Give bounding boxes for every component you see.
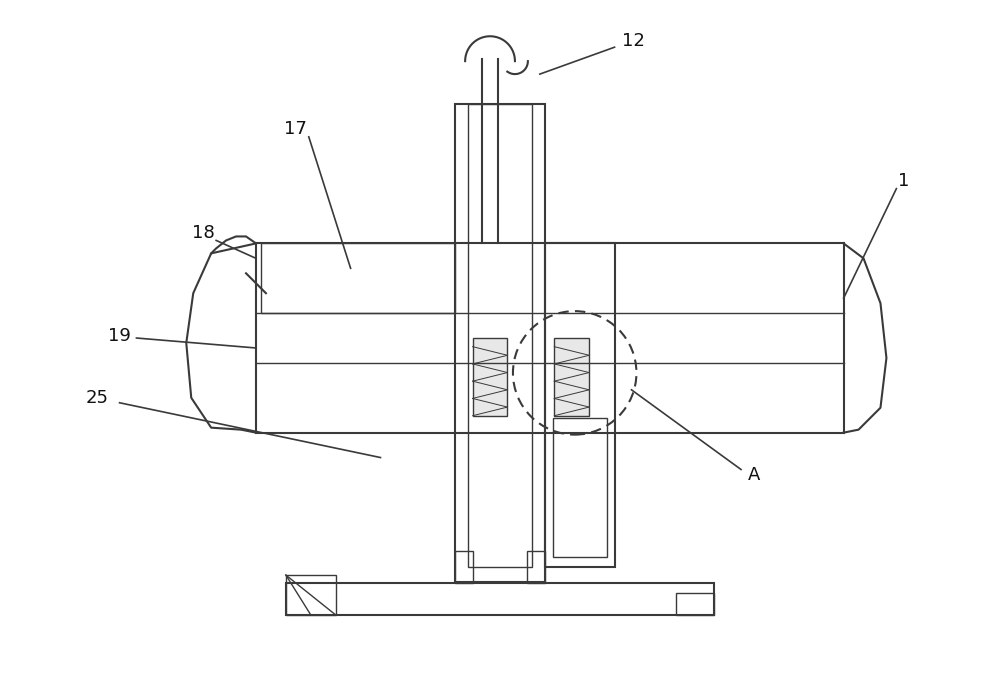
Text: 19: 19	[108, 327, 131, 345]
Bar	[676, 593, 714, 615]
Text: 12: 12	[622, 32, 644, 50]
Bar	[286, 575, 336, 615]
Bar	[527, 551, 545, 583]
Bar	[256, 244, 844, 433]
Bar	[455, 104, 545, 582]
Bar	[468, 104, 532, 567]
Text: 25: 25	[85, 389, 108, 407]
Bar	[455, 551, 473, 583]
Text: A: A	[748, 466, 760, 484]
Bar	[261, 244, 455, 313]
Text: 1: 1	[898, 172, 909, 190]
Bar	[545, 244, 615, 567]
Bar	[553, 418, 607, 557]
Bar	[473, 338, 507, 416]
Bar	[554, 338, 589, 416]
Bar	[286, 583, 714, 615]
Text: 17: 17	[284, 120, 307, 138]
Text: 18: 18	[192, 224, 215, 242]
